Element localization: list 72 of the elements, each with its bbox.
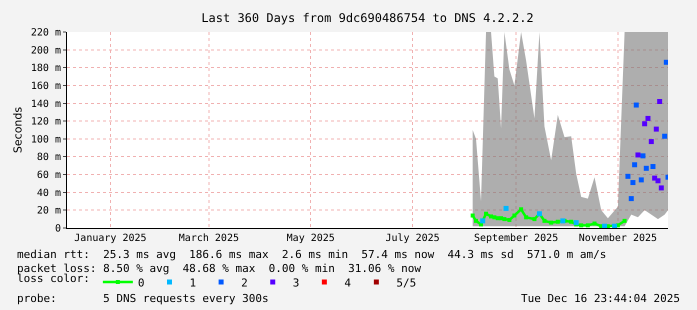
point [524,215,528,220]
point [638,177,644,182]
point [634,102,639,108]
y-axis-title: Seconds [12,106,25,154]
point [642,121,648,126]
chart-title: Last 360 Days from 9dc690486754 to DNS 4.2.2.2 [201,11,534,26]
text: probe: 5 DNS requests every 300s [17,292,269,305]
point [474,218,478,223]
point [484,212,488,216]
text: packet loss: 8.50 % avg 48.68 % max 0.00 % min 31.06 % now [17,262,422,275]
point [507,218,512,222]
point [640,153,646,158]
point [658,185,664,190]
point [630,180,636,186]
y-tick-label: 180 m [30,63,61,74]
y-tick-label: 60 m [36,170,61,182]
x-tick-label: March 2025 [178,233,240,244]
point [489,214,494,218]
point [644,166,649,171]
point [579,223,584,228]
point [549,220,554,225]
y-tick-label: 220 m [30,28,61,38]
point [648,139,654,144]
point [632,162,638,168]
legend-label: 5/5 [396,276,416,290]
point [655,178,660,184]
point [512,214,516,218]
point [569,220,574,224]
x-tick-label: May 2025 [286,233,335,244]
point [502,217,506,222]
point [645,116,650,121]
point [470,214,475,218]
point [592,222,597,226]
y-tick-label: 0 [54,224,61,234]
point [657,98,662,104]
text: Tue Dec 16 23:44:04 2025 [521,292,680,305]
x-tick-label: September 2025 [474,233,558,244]
x-tick-label: July 2025 [385,233,440,244]
text: median rtt: 25.3 ms avg 186.6 ms max 2.6 ms min 57.4 ms now 44.3 ms sd 571.0 m am/s [17,248,606,261]
point [635,152,640,158]
x-tick-label: January 2025 [74,233,147,244]
y-tick-label: 160 m [30,80,61,92]
point [556,220,560,224]
point [650,164,656,170]
y-tick-label: 100 m [30,134,61,146]
y-tick-label: 120 m [30,116,61,128]
point [532,217,536,222]
y-tick-label: 200 m [30,45,61,56]
x-tick-label: November 2025 [578,233,658,244]
legend-label: 3 [292,276,300,290]
point [560,218,566,224]
point [628,196,634,202]
point [480,218,486,224]
y-tick-label: 20 m [36,206,61,217]
point [654,126,659,132]
point [612,224,618,228]
y-tick-label: 80 m [36,152,61,164]
legend-label: 4 [344,276,352,290]
point [504,206,509,211]
point [586,223,590,228]
point [622,218,627,223]
point [664,60,668,65]
legend-label: 2 [241,276,248,290]
y-tick-label: 140 m [30,98,61,110]
legend-label: 0 [138,276,144,290]
point [625,174,630,179]
point [542,218,546,223]
y-tick-label: 40 m [36,188,61,199]
point [662,134,668,139]
point [499,216,504,220]
legend-label: 1 [189,276,196,290]
point [602,224,608,228]
